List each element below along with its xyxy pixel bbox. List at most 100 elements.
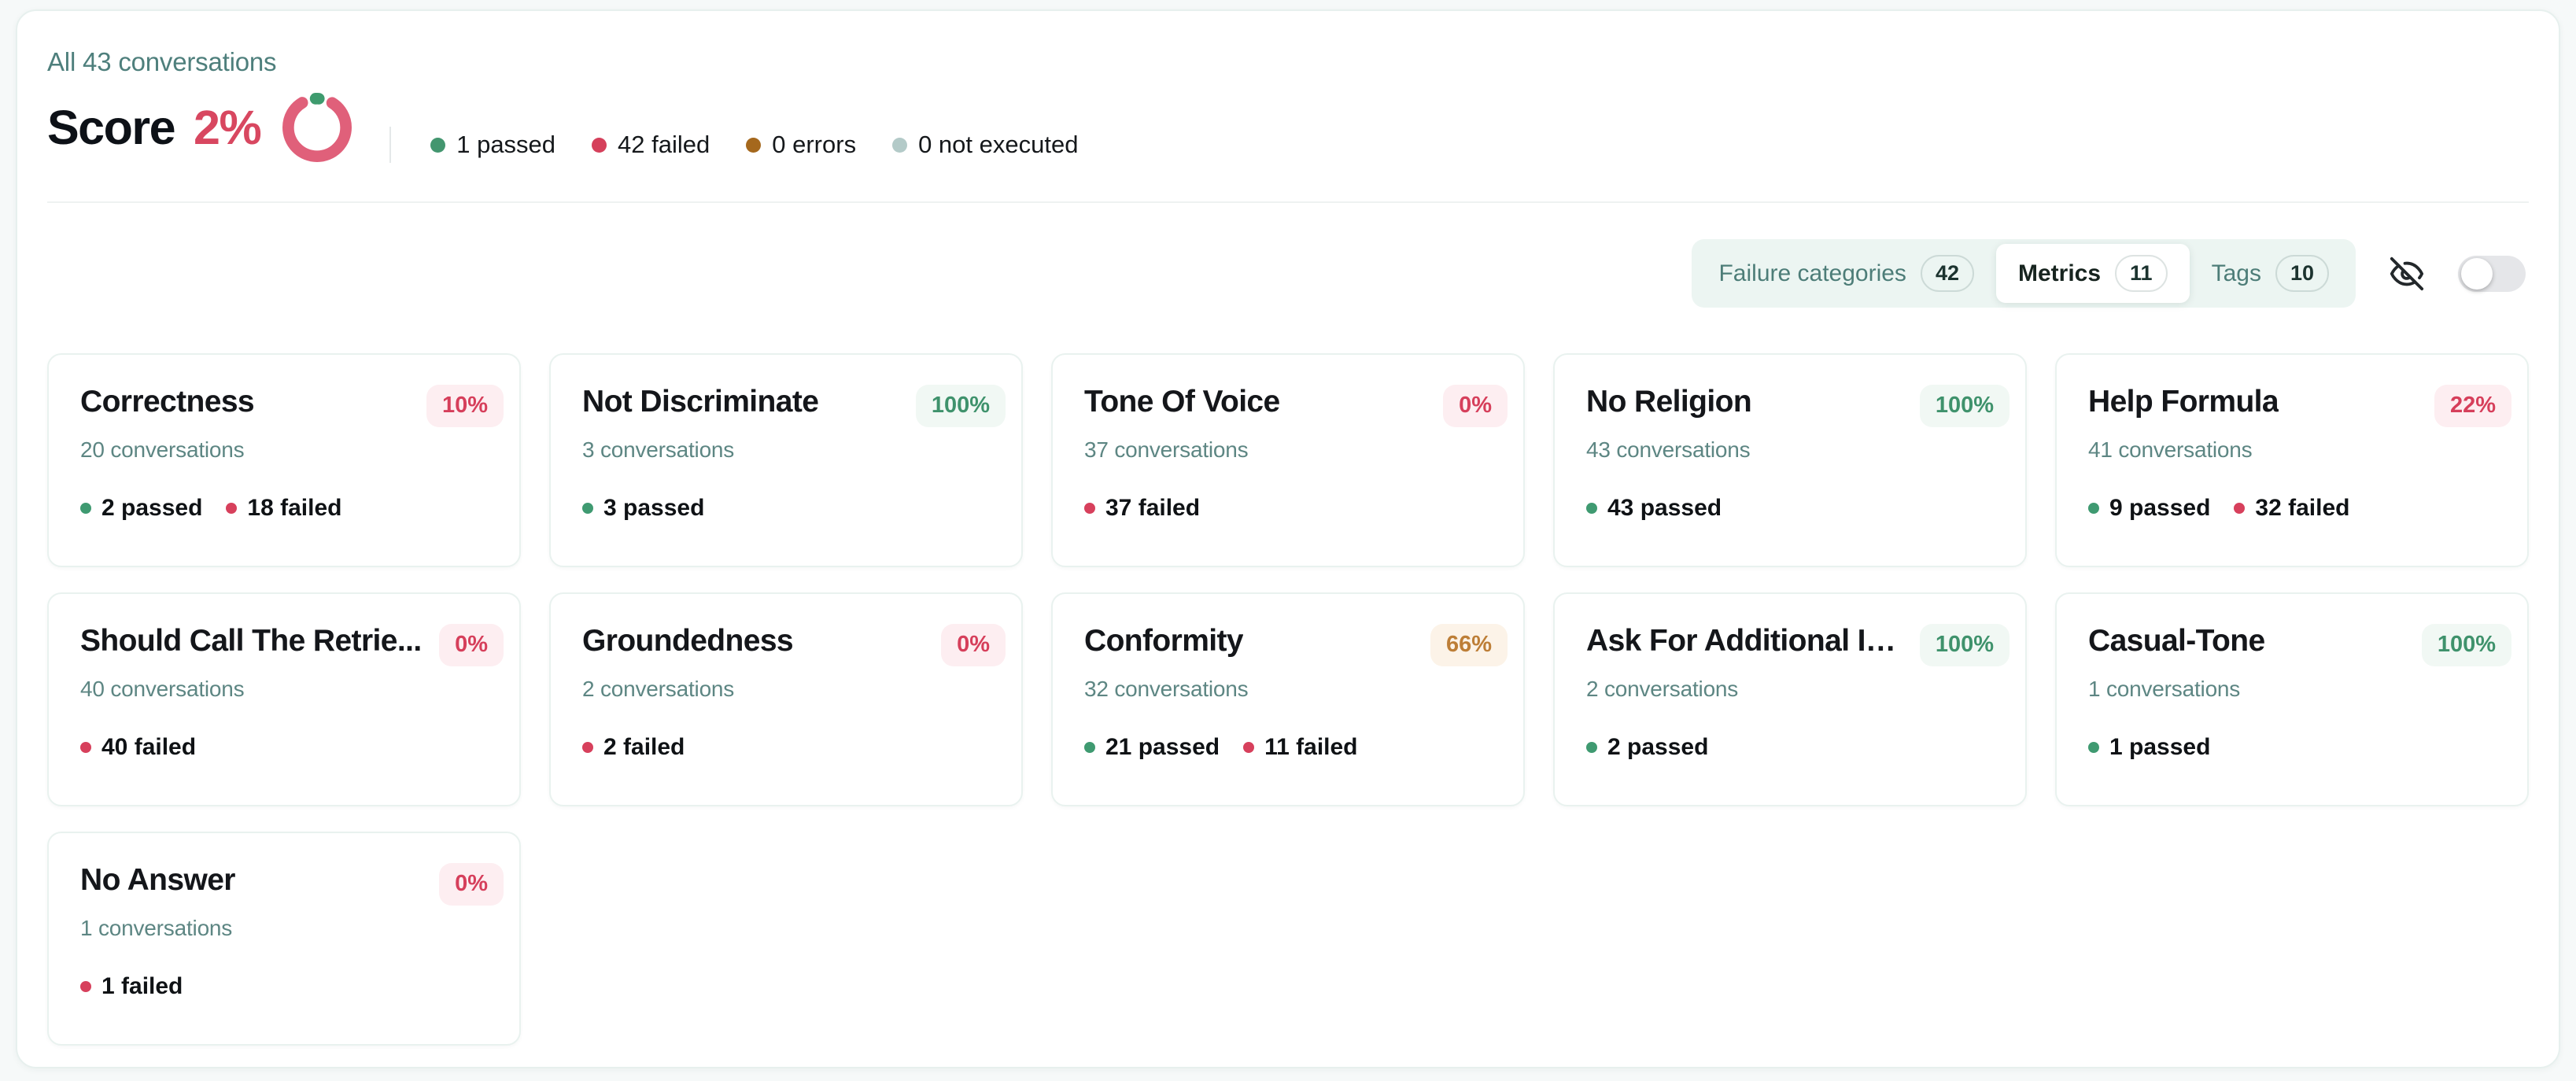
metric-card[interactable]: No Answer 0% 1 conversations 1 failed	[47, 832, 521, 1046]
card-header: No Answer 0%	[80, 863, 504, 906]
passed-label: 21 passed	[1105, 734, 1220, 760]
card-header: Groundedness 0%	[582, 624, 1006, 666]
score-badge: 0%	[439, 863, 504, 906]
failed-dot-icon	[582, 742, 593, 753]
conversation-count: 43 conversations	[1586, 437, 1751, 462]
legend-item: 0 errors	[746, 131, 856, 159]
failed-label: 11 failed	[1264, 734, 1358, 760]
view-tab[interactable]: Tags 10	[2190, 244, 2351, 303]
legend-label: 42 failed	[618, 131, 710, 158]
card-header: No Religion 100%	[1586, 385, 2010, 427]
metric-card[interactable]: Not Discriminate 100% 3 conversations 3 …	[549, 353, 1023, 567]
failed-dot-icon	[226, 503, 238, 514]
metric-card[interactable]: No Religion 100% 43 conversations 43 pas…	[1553, 353, 2027, 567]
failed-dot-icon	[1243, 742, 1255, 753]
metric-title: No Answer	[80, 863, 235, 897]
metric-title: Correctness	[80, 385, 255, 419]
donut-passed-arc	[282, 93, 352, 162]
score-badge: 100%	[1919, 385, 2010, 427]
legend-item: 1 passed	[430, 131, 555, 159]
passed-label: 43 passed	[1607, 495, 1722, 521]
conversation-count: 2 conversations	[1586, 676, 1739, 701]
score-badge: 0%	[439, 624, 504, 666]
metric-card[interactable]: Should Call The Retrie... 0% 40 conversa…	[47, 592, 521, 806]
passed-dot-icon	[2088, 503, 2099, 514]
failed-result: 1 failed	[80, 973, 183, 1000]
failed-dot-icon	[80, 742, 91, 753]
view-tab-count-badge: 42	[1920, 255, 1974, 292]
score-legend: 1 passed 42 failed 0 errors 0 not execut…	[389, 127, 1078, 163]
metric-title: Not Discriminate	[582, 385, 819, 419]
header-divider	[47, 201, 2529, 203]
passed-dot-icon	[582, 503, 593, 514]
failed-result: 11 failed	[1243, 734, 1358, 761]
view-tab[interactable]: Metrics 11	[1995, 244, 2190, 303]
metric-card[interactable]: Correctness 10% 20 conversations 2 passe…	[47, 353, 521, 567]
conversations-filter-link[interactable]: All 43 conversations	[47, 47, 277, 76]
view-tab[interactable]: Failure categories 42	[1696, 244, 1996, 303]
failed-result: 37 failed	[1084, 495, 1200, 522]
legend-label: 0 not executed	[918, 131, 1079, 158]
toggle-knob	[2461, 257, 2493, 290]
conversation-count: 2 conversations	[582, 676, 735, 701]
failed-label: 2 failed	[603, 734, 685, 760]
card-results: 21 passed 11 failed	[1084, 734, 1358, 761]
passed-result: 2 passed	[80, 495, 202, 522]
passed-dot-icon	[1586, 742, 1597, 753]
legend-label: 1 passed	[456, 131, 556, 158]
metrics-grid: Correctness 10% 20 conversations 2 passe…	[17, 308, 2559, 1046]
card-results: 2 passed	[1586, 734, 1708, 761]
card-results: 43 passed	[1586, 495, 1722, 522]
score-badge: 0%	[941, 624, 1006, 666]
card-results: 3 passed	[582, 495, 704, 522]
legend-label: 0 errors	[772, 131, 857, 158]
passed-result: 43 passed	[1586, 495, 1722, 522]
score-donut-chart	[282, 93, 352, 162]
passed-dot-icon	[1084, 742, 1095, 753]
card-results: 2 failed	[582, 734, 685, 761]
passed-label: 2 passed	[101, 495, 203, 521]
passed-label: 9 passed	[2109, 495, 2211, 521]
view-tab-label: Metrics	[2017, 260, 2102, 286]
metric-card[interactable]: Groundedness 0% 2 conversations 2 failed	[549, 592, 1023, 806]
metric-title: Conformity	[1084, 624, 1243, 658]
failed-label: 18 failed	[247, 495, 342, 521]
passed-label: 3 passed	[603, 495, 705, 521]
passed-dot-icon	[1586, 503, 1597, 514]
conversation-count: 40 conversations	[80, 676, 245, 701]
passed-result: 3 passed	[582, 495, 704, 522]
card-header: Correctness 10%	[80, 385, 504, 427]
failed-label: 32 failed	[2255, 495, 2350, 521]
conversation-count: 1 conversations	[2088, 676, 2241, 701]
score-badge: 100%	[1919, 624, 2010, 666]
metric-card[interactable]: Conformity 66% 32 conversations 21 passe…	[1051, 592, 1525, 806]
passed-result: 1 passed	[2088, 734, 2210, 761]
legend-item: 42 failed	[592, 131, 710, 159]
card-results: 40 failed	[80, 734, 196, 761]
metric-card[interactable]: Help Formula 22% 41 conversations 9 pass…	[2055, 353, 2529, 567]
passed-dot-icon	[2088, 742, 2099, 753]
legend-item: 0 not executed	[892, 131, 1078, 159]
failed-result: 18 failed	[226, 495, 341, 522]
card-header: Casual-Tone 100%	[2088, 624, 2511, 666]
metric-card[interactable]: Tone Of Voice 0% 37 conversations 37 fai…	[1051, 353, 1525, 567]
visibility-toggle[interactable]	[2458, 255, 2526, 292]
card-results: 37 failed	[1084, 495, 1200, 522]
passed-dot-icon	[80, 503, 91, 514]
card-header: Help Formula 22%	[2088, 385, 2511, 427]
eye-off-icon[interactable]	[2389, 256, 2425, 292]
donut-failed-arc	[282, 93, 352, 162]
conversation-count: 3 conversations	[582, 437, 735, 462]
score-header: All 43 conversations Score 2% 1 passed	[17, 11, 2559, 203]
card-results: 2 passed 18 failed	[80, 495, 341, 522]
metric-card[interactable]: Casual-Tone 100% 1 conversations 1 passe…	[2055, 592, 2529, 806]
passed-result: 21 passed	[1084, 734, 1220, 761]
metric-card[interactable]: Ask For Additional In... 100% 2 conversa…	[1553, 592, 2027, 806]
passed-result: 9 passed	[2088, 495, 2210, 522]
failed-label: 1 failed	[101, 973, 183, 999]
metric-title: Should Call The Retrie...	[80, 624, 422, 658]
failed-result: 32 failed	[2234, 495, 2349, 522]
metric-title: No Religion	[1586, 385, 1752, 419]
passed-result: 2 passed	[1586, 734, 1708, 761]
conversation-count: 1 conversations	[80, 915, 233, 940]
